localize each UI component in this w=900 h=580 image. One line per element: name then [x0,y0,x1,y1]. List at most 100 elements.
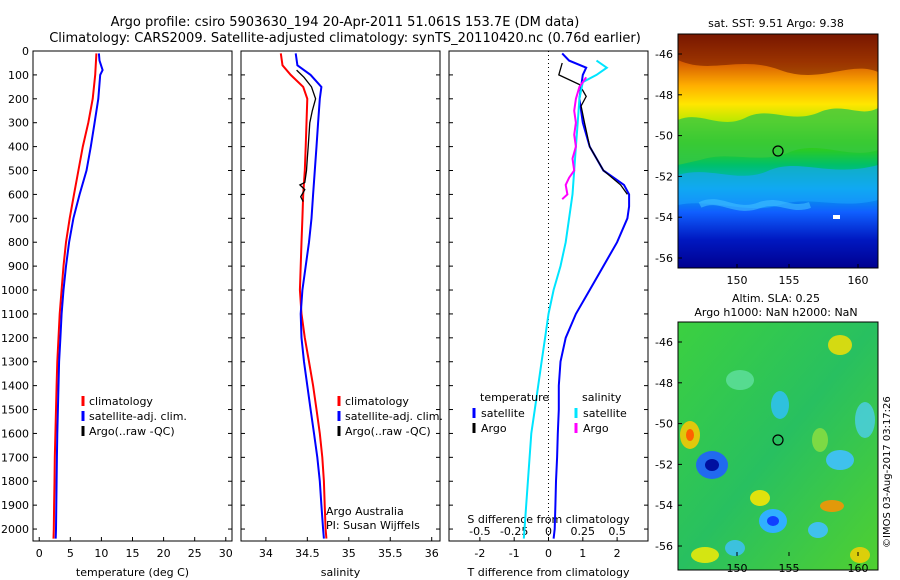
x-axis-label: temperature (deg C) [76,566,189,579]
series-line [558,62,628,195]
legend-label: Argo(..raw -QC) [89,425,175,438]
series-line [296,69,317,202]
x-tick-label: 25 [188,547,202,560]
lat-tick-label: -50 [655,418,673,431]
y-tick-label: 1300 [1,356,29,369]
sla-lon-tick-labels: 150 155 160 [727,552,869,575]
x-tick-label: 10 [94,547,108,560]
salinity-panel: 34 34.5 35 35.5 36 salinity climatology satelli… [240,50,443,579]
x-tick-label: 0 [36,547,43,560]
sst-lon-tick-labels: 150 155 160 [727,264,869,287]
difference-legend: temperature salinity satellite Argo satellit… [472,391,627,435]
x-tick-label: 20 [157,547,171,560]
x2-tick-label: -0.5 [469,525,490,538]
y-tick-label: 2000 [1,523,29,536]
x-tick-label: 15 [126,547,140,560]
y-tick-label: 1600 [1,427,29,440]
difference-panel: -2 -1 0 1 2 T difference from climatology -0.5… [448,50,649,579]
sla-map-field [678,322,878,570]
sla-lat-tick-labels: -46 -48 -50 -52 -54 -56 [655,336,682,553]
x-axis-label: T difference from climatology [467,566,630,579]
y-tick-label: 1200 [1,332,29,345]
x-tick-label: 34.5 [295,547,320,560]
lat-tick-label: -54 [655,499,673,512]
lat-tick-label: -56 [655,540,673,553]
x-tick-label: 34 [259,547,273,560]
series-line [522,59,609,539]
lat-tick-label: -46 [655,48,673,61]
y-tick-label: 1700 [1,451,29,464]
y-tick-label: 1400 [1,380,29,393]
series-line [294,53,325,539]
legend-header: temperature [480,391,549,404]
lat-tick-label: -48 [655,377,673,390]
lat-tick-label: -46 [655,336,673,349]
y-tick-label: 1000 [1,284,29,297]
sst-map-title: sat. SST: 9.51 Argo: 9.38 [708,17,844,30]
sla-map-texture [680,335,875,563]
x-tick-label: -2 [474,547,485,560]
series-line [54,53,104,539]
x-tick-label: 35 [342,547,356,560]
temperature-panel: 0 5 10 15 20 25 30 temperature (deg C) 0 100 200 30… [1,45,233,579]
x-tick-label: -1 [509,547,520,560]
y-tick-label: 900 [8,260,29,273]
annotation-text: PI: Susan Wijffels [326,519,420,532]
lon-tick-label: 150 [727,274,748,287]
legend-label: climatology [345,395,409,408]
legend-label: satellite-adj. clim. [89,410,187,423]
series-line [52,53,98,539]
series-line [561,76,588,200]
figure-title-line2: Climatology: CARS2009. Satellite-adjuste… [49,31,641,46]
series-line [279,53,328,539]
legend-label: satellite [481,407,525,420]
y-tick-label: 1800 [1,475,29,488]
legend-header: salinity [582,391,622,404]
lat-tick-label: -56 [655,252,673,265]
lat-tick-label: -50 [655,130,673,143]
legend-label: climatology [89,395,153,408]
x-tick-label: 1 [579,547,586,560]
x2-tick-label: 0.5 [608,525,626,538]
x-tick-label: 2 [614,547,621,560]
temperature-legend: climatology satellite-adj. clim. Argo(..ra… [81,395,187,438]
legend-label: satellite [583,407,627,420]
sla-map: Altim. SLA: 0.25 Argo h1000: NaN h2000: … [655,292,879,575]
y-tick-label: 0 [22,45,29,58]
y-tick-label: 800 [8,236,29,249]
salinity-frame [240,50,441,542]
x2-tick-label: -0.25 [500,525,528,538]
lon-tick-label: 155 [779,274,800,287]
lon-tick-label: 160 [848,274,869,287]
y-tick-label: 1100 [1,308,29,321]
sst-lat-tick-labels: -46 -48 -50 -52 -54 -56 [655,48,682,265]
y-tick-label: 700 [8,212,29,225]
lon-tick-label: 155 [779,562,800,575]
imos-credit: ©IMOS 03-Aug-2017 03:17:26 [882,396,893,548]
annotation-text: Argo Australia [326,505,404,518]
sla-map-title: Altim. SLA: 0.25 [732,292,820,305]
lon-tick-label: 160 [848,562,869,575]
y-tick-label: 300 [8,117,29,130]
y-tick-label: 1500 [1,404,29,417]
x-tick-label: 35.5 [378,547,403,560]
lat-tick-label: -52 [655,458,673,471]
lat-tick-label: -48 [655,89,673,102]
legend-label: satellite-adj. clim. [345,410,443,423]
x2-tick-label: 0.25 [571,525,596,538]
x-axis-label: salinity [321,566,361,579]
figure-title-line1: Argo profile: csiro 5903630_194 20-Apr-2… [111,15,580,30]
x-tick-label: 30 [219,547,233,560]
sla-argo-location-marker [772,434,784,446]
legend-label: Argo [583,422,609,435]
x-tick-label: 36 [425,547,439,560]
legend-label: Argo [481,422,507,435]
y-tick-label: 200 [8,93,29,106]
sst-map: sat. SST: 9.51 Argo: 9.38 [655,17,879,287]
x-tick-label: 5 [67,547,74,560]
y-tick-label: 100 [8,69,29,82]
lat-tick-label: -52 [655,170,673,183]
y-tick-label: 1900 [1,499,29,512]
x-tick-label: 0 [545,547,552,560]
